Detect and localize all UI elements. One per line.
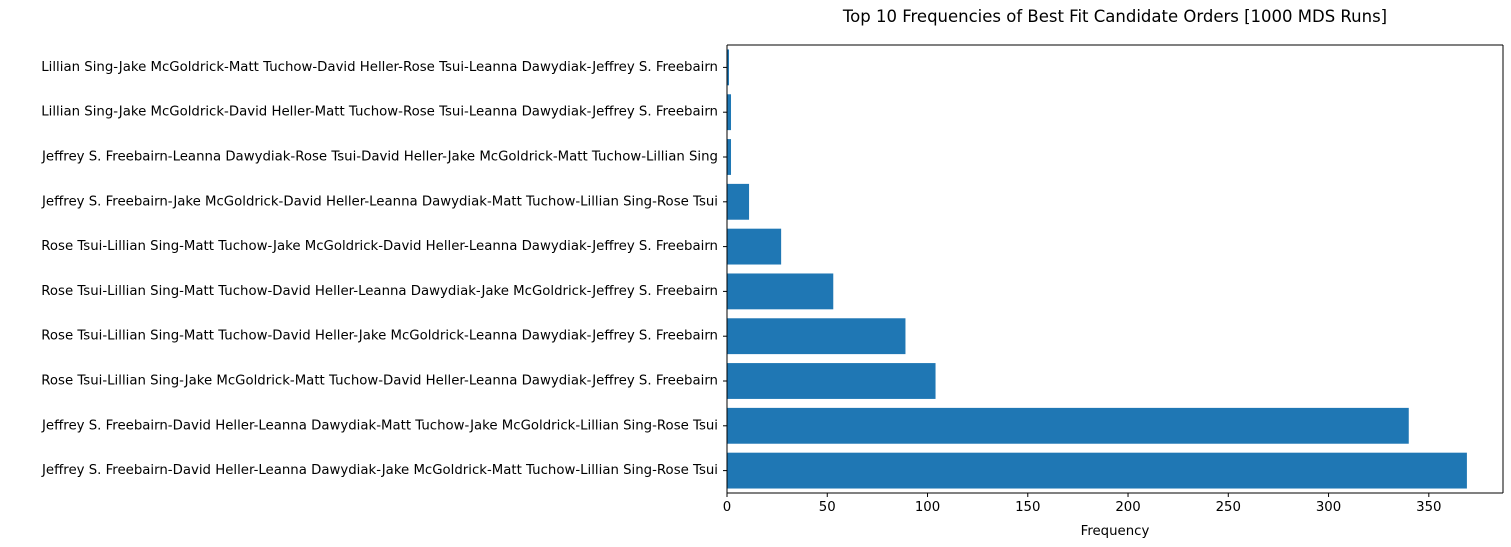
y-tick-label: Rose Tsui-Lillian Sing-Jake McGoldrick-M…: [41, 374, 718, 389]
x-tick-label: 350: [1416, 500, 1441, 515]
y-ticks-layer: Jeffrey S. Freebairn-David Heller-Leanna…: [41, 60, 727, 478]
x-tick-label: 250: [1216, 500, 1241, 515]
y-tick-label: Jeffrey S. Freebairn-David Heller-Leanna…: [41, 418, 718, 433]
x-tick-label: 150: [1015, 500, 1040, 515]
bar: [727, 363, 936, 399]
y-tick-label: Rose Tsui-Lillian Sing-Matt Tuchow-David…: [41, 329, 718, 344]
y-tick-label: Rose Tsui-Lillian Sing-Matt Tuchow-Jake …: [41, 239, 718, 254]
bars-layer: [727, 49, 1467, 489]
x-tick-label: 300: [1316, 500, 1341, 515]
y-tick-label: Lillian Sing-Jake McGoldrick-David Helle…: [41, 105, 718, 120]
x-tick-label: 100: [915, 500, 940, 515]
chart-title: Top 10 Frequencies of Best Fit Candidate…: [842, 7, 1387, 26]
x-tick-label: 200: [1115, 500, 1140, 515]
x-ticks-layer: 0 50 100 150 200 250 300 350: [723, 493, 1442, 515]
bar: [727, 228, 782, 265]
bar: [727, 139, 732, 175]
y-tick-label: Rose Tsui-Lillian Sing-Matt Tuchow-David…: [41, 284, 718, 299]
bar: [727, 49, 730, 86]
x-axis-label: Frequency: [1081, 524, 1150, 539]
x-tick-label: 0: [723, 500, 731, 515]
y-tick-label: Jeffrey S. Freebairn-Leanna Dawydiak-Ros…: [41, 150, 718, 165]
bar: [727, 183, 750, 220]
bar: [727, 407, 1409, 444]
bar: [727, 273, 834, 310]
x-tick-label: 50: [819, 500, 836, 515]
bar: [727, 318, 906, 355]
y-tick-label: Jeffrey S. Freebairn-David Heller-Leanna…: [41, 463, 718, 478]
axes-layer: [726, 44, 1504, 494]
y-tick-label: Jeffrey S. Freebairn-Jake McGoldrick-Dav…: [41, 194, 718, 209]
bar: [727, 452, 1467, 489]
y-tick-label: Lillian Sing-Jake McGoldrick-Matt Tuchow…: [41, 60, 718, 75]
bar: [727, 94, 732, 131]
